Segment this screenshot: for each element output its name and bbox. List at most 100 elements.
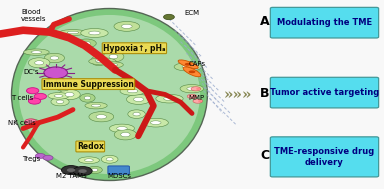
Ellipse shape — [24, 49, 49, 55]
Ellipse shape — [97, 60, 108, 63]
Ellipse shape — [106, 158, 113, 161]
Ellipse shape — [121, 132, 130, 137]
Ellipse shape — [67, 168, 75, 172]
Text: B: B — [260, 87, 270, 100]
Ellipse shape — [187, 87, 197, 90]
Ellipse shape — [89, 112, 114, 122]
Ellipse shape — [29, 122, 36, 125]
Ellipse shape — [67, 31, 79, 34]
Ellipse shape — [198, 100, 202, 102]
Ellipse shape — [65, 92, 74, 97]
Ellipse shape — [73, 167, 92, 176]
Ellipse shape — [109, 64, 118, 66]
Ellipse shape — [193, 99, 203, 103]
Ellipse shape — [91, 56, 107, 66]
Ellipse shape — [81, 29, 108, 37]
Ellipse shape — [164, 97, 175, 101]
Ellipse shape — [187, 94, 197, 98]
Ellipse shape — [109, 54, 118, 59]
FancyBboxPatch shape — [270, 137, 379, 177]
Ellipse shape — [12, 9, 207, 180]
Text: C: C — [260, 149, 270, 162]
Ellipse shape — [174, 63, 202, 71]
Ellipse shape — [78, 169, 87, 173]
FancyBboxPatch shape — [108, 166, 129, 174]
Ellipse shape — [60, 86, 66, 89]
Ellipse shape — [104, 62, 123, 68]
Ellipse shape — [60, 29, 86, 36]
Ellipse shape — [84, 159, 93, 162]
Ellipse shape — [156, 94, 183, 103]
Ellipse shape — [120, 87, 145, 95]
Ellipse shape — [44, 53, 65, 63]
Ellipse shape — [56, 100, 64, 103]
Text: Immune Suppression: Immune Suppression — [43, 80, 134, 89]
Ellipse shape — [185, 63, 192, 66]
Ellipse shape — [96, 115, 106, 119]
Text: M2 TAMs: M2 TAMs — [56, 173, 86, 179]
Ellipse shape — [136, 47, 145, 50]
Ellipse shape — [130, 44, 151, 53]
Ellipse shape — [85, 102, 107, 109]
Text: TME-responsive drug
delivery: TME-responsive drug delivery — [274, 147, 375, 167]
Text: ECM: ECM — [184, 10, 199, 16]
Ellipse shape — [35, 61, 44, 65]
Ellipse shape — [35, 153, 45, 158]
Ellipse shape — [103, 51, 124, 62]
Ellipse shape — [96, 59, 102, 63]
Ellipse shape — [84, 96, 91, 100]
Ellipse shape — [51, 98, 69, 106]
Ellipse shape — [25, 119, 37, 125]
Ellipse shape — [44, 67, 68, 79]
Ellipse shape — [59, 89, 80, 100]
Text: MMP: MMP — [188, 95, 204, 101]
Ellipse shape — [126, 94, 151, 104]
Ellipse shape — [31, 51, 42, 53]
Ellipse shape — [61, 166, 81, 175]
Ellipse shape — [117, 127, 127, 130]
Ellipse shape — [28, 58, 50, 68]
Ellipse shape — [54, 94, 63, 97]
Ellipse shape — [189, 70, 195, 73]
Ellipse shape — [80, 94, 95, 102]
Ellipse shape — [19, 15, 200, 174]
Text: Modulating the TME: Modulating the TME — [277, 18, 372, 27]
Ellipse shape — [28, 98, 41, 104]
Ellipse shape — [191, 87, 200, 91]
Text: Tregs: Tregs — [22, 156, 41, 162]
Ellipse shape — [178, 60, 198, 69]
Ellipse shape — [114, 22, 139, 31]
Ellipse shape — [48, 93, 69, 99]
Ellipse shape — [182, 65, 194, 69]
Ellipse shape — [192, 95, 196, 98]
Ellipse shape — [89, 58, 116, 65]
Ellipse shape — [127, 89, 138, 93]
Ellipse shape — [183, 67, 201, 77]
Text: MDSCs: MDSCs — [108, 173, 131, 179]
Text: Blood
vessels: Blood vessels — [21, 9, 46, 22]
Ellipse shape — [89, 31, 100, 35]
Text: NK cells: NK cells — [8, 120, 35, 126]
Ellipse shape — [151, 121, 161, 125]
Text: T cells: T cells — [12, 95, 34, 101]
Ellipse shape — [82, 42, 91, 45]
FancyBboxPatch shape — [270, 7, 379, 38]
Ellipse shape — [121, 24, 132, 28]
Ellipse shape — [109, 124, 134, 133]
Ellipse shape — [114, 129, 137, 140]
Ellipse shape — [43, 155, 53, 160]
FancyBboxPatch shape — [270, 77, 379, 108]
Ellipse shape — [164, 14, 174, 20]
Ellipse shape — [50, 56, 59, 60]
Ellipse shape — [34, 93, 46, 99]
Text: DC's: DC's — [23, 69, 38, 75]
Ellipse shape — [180, 84, 204, 93]
Ellipse shape — [196, 88, 200, 90]
Text: Hypoxia↑, pHₐ: Hypoxia↑, pHₐ — [103, 44, 166, 53]
Text: Redox: Redox — [77, 142, 104, 151]
Ellipse shape — [91, 104, 101, 107]
Ellipse shape — [78, 157, 99, 163]
Text: A: A — [260, 15, 270, 28]
Ellipse shape — [92, 168, 98, 171]
Ellipse shape — [76, 39, 96, 48]
